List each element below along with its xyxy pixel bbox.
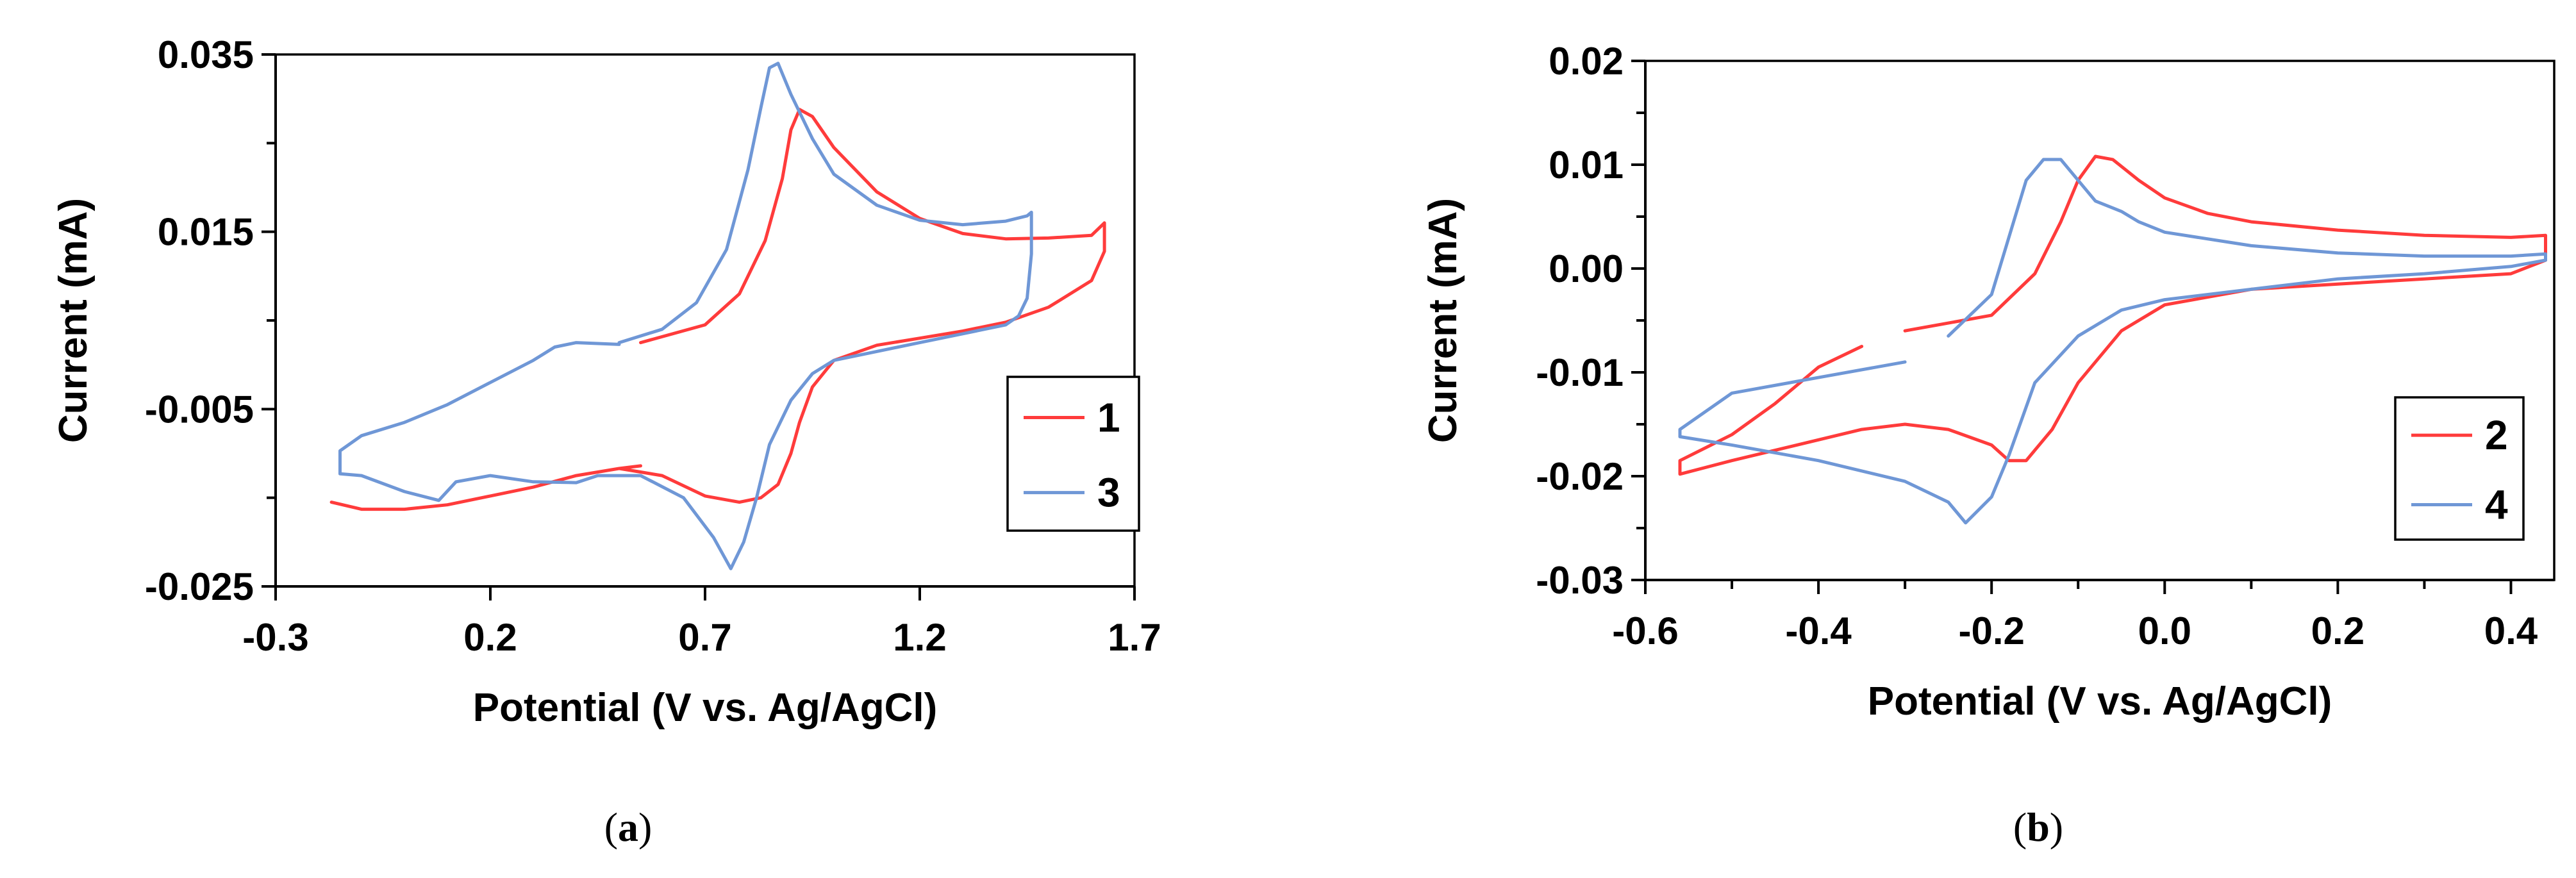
chart-b: -0.03-0.02-0.010.000.010.02-0.6 -0.4 -0.2 0…: [1421, 40, 2555, 724]
x-tick-label-a: 0.7: [678, 616, 731, 659]
panel-caption-b-open: (: [2013, 804, 2027, 850]
y-tick-label-a: 0.015: [158, 211, 254, 254]
x-axis-title-a: Potential (V vs. Ag/AgCl): [473, 686, 938, 730]
panel-caption-a-open: (: [604, 804, 618, 850]
y-axis-title-a: Current (mA): [51, 198, 96, 443]
x-tick-label-a: 1.2: [893, 616, 946, 659]
legend-box-a: [1006, 376, 1140, 532]
panel-caption-a-close: ): [638, 804, 652, 850]
y-tick-label-b: -0.03: [1536, 559, 1624, 602]
y-tick-label-a: -0.005: [145, 388, 254, 431]
x-tick-label-a: -0.3: [242, 616, 308, 659]
x-tick-label-a: 1.7: [1108, 616, 1161, 659]
legend-label-4: 4: [2485, 481, 2508, 527]
x-axis-title-b: Potential (V vs. Ag/AgCl): [1868, 679, 2332, 724]
chart-a: -0.025 -0.005 0.015 0.035 -0.3 0.2 0.7 1.2 1.7 Po…: [51, 33, 1161, 730]
x-tick-label-b: -0.4: [1785, 609, 1852, 652]
series-line-1: [329, 108, 1106, 511]
y-tick-label-b: 0.02: [1549, 40, 1624, 83]
y-tick-label-b: -0.02: [1536, 455, 1624, 498]
plot-frame-a: [274, 53, 1136, 588]
x-tick-label-b: -0.6: [1612, 609, 1678, 652]
y-axis-title-b: Current (mA): [1421, 198, 1465, 443]
x-tick-label-a: 0.2: [463, 616, 517, 659]
panel-caption-a: (a): [604, 804, 652, 850]
x-tick-label-b: 0.4: [2484, 609, 2538, 652]
panel-caption-b-letter: b: [2027, 804, 2050, 850]
legend-box-b: [2394, 396, 2525, 541]
y-tick-label-a: 0.035: [158, 33, 254, 76]
series-line-4: [1678, 158, 2547, 525]
y-tick-label-b: 0.01: [1549, 144, 1624, 186]
series-line-2: [1678, 154, 2547, 476]
y-tick-label-a: -0.025: [145, 565, 254, 608]
legend-label-3: 3: [1097, 470, 1120, 516]
y-tick-label-b: 0.00: [1549, 247, 1624, 290]
legend-label-2: 2: [2485, 412, 2508, 458]
panel-caption-a-letter: a: [618, 804, 638, 850]
panel-caption-b: (b): [2013, 804, 2063, 850]
x-tick-label-b: -0.2: [1958, 609, 2024, 652]
x-tick-label-b: 0.0: [2138, 609, 2191, 652]
panel-caption-b-close: ): [2050, 804, 2063, 850]
series-line-3: [338, 62, 1033, 570]
legend-label-1: 1: [1097, 395, 1120, 441]
x-tick-label-b: 0.2: [2311, 609, 2364, 652]
y-tick-label-b: -0.01: [1536, 351, 1624, 394]
